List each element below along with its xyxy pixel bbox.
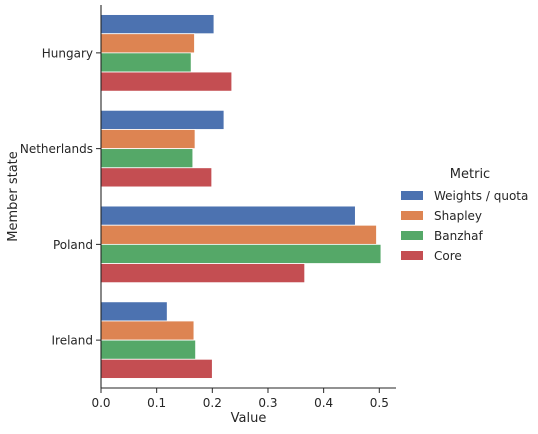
bar-ireland-shapley <box>100 320 195 341</box>
legend-label-banzhaf: Banzhaf <box>434 229 483 243</box>
bar-poland-banzhaf <box>100 243 382 264</box>
x-tick-label: 0.4 <box>314 396 333 410</box>
bar-netherlands-weights-quota <box>100 109 225 130</box>
bar-hungary-weights-quota <box>100 14 215 35</box>
bar-ireland-banzhaf <box>100 339 197 360</box>
bar-ireland-weights-quota <box>100 301 168 322</box>
bar-hungary-shapley <box>100 33 195 54</box>
legend-swatch-weights-quota <box>401 191 423 200</box>
bar-netherlands-banzhaf <box>100 148 194 169</box>
bar-ireland-core <box>100 358 213 379</box>
x-tick-label: 0.0 <box>91 396 110 410</box>
x-tick-label: 0.2 <box>203 396 222 410</box>
x-axis-label: Value <box>231 411 267 426</box>
bars-layer <box>100 14 382 379</box>
y-tick-label: Ireland <box>51 334 93 348</box>
legend-swatch-banzhaf <box>401 231 423 240</box>
bar-poland-shapley <box>100 224 377 245</box>
bar-poland-core <box>100 263 306 284</box>
y-tick-label: Netherlands <box>20 142 93 156</box>
bar-netherlands-shapley <box>100 129 196 150</box>
legend-label-shapley: Shapley <box>434 209 482 223</box>
legend: Metric Weights / quota Shapley Banzhaf Core <box>401 167 528 263</box>
bar-hungary-banzhaf <box>100 52 192 73</box>
bar-hungary-core <box>100 71 233 92</box>
legend-title: Metric <box>450 167 490 182</box>
x-tick-label: 0.1 <box>147 396 166 410</box>
x-tick-label: 0.3 <box>258 396 277 410</box>
legend-swatch-shapley <box>401 211 423 220</box>
legend-label-weights-quota: Weights / quota <box>434 189 528 203</box>
bar-poland-weights-quota <box>100 205 356 226</box>
bar-netherlands-core <box>100 167 213 188</box>
y-axis-label: Member state <box>6 151 21 242</box>
y-tick-label: Poland <box>53 238 93 252</box>
x-tick-label: 0.5 <box>370 396 389 410</box>
legend-label-core: Core <box>434 249 462 263</box>
legend-swatch-core <box>401 251 423 260</box>
axes-layer: Hungary Netherlands Poland Ireland 0.0 0.1 0.2… <box>6 5 396 426</box>
y-tick-label: Hungary <box>42 46 93 60</box>
